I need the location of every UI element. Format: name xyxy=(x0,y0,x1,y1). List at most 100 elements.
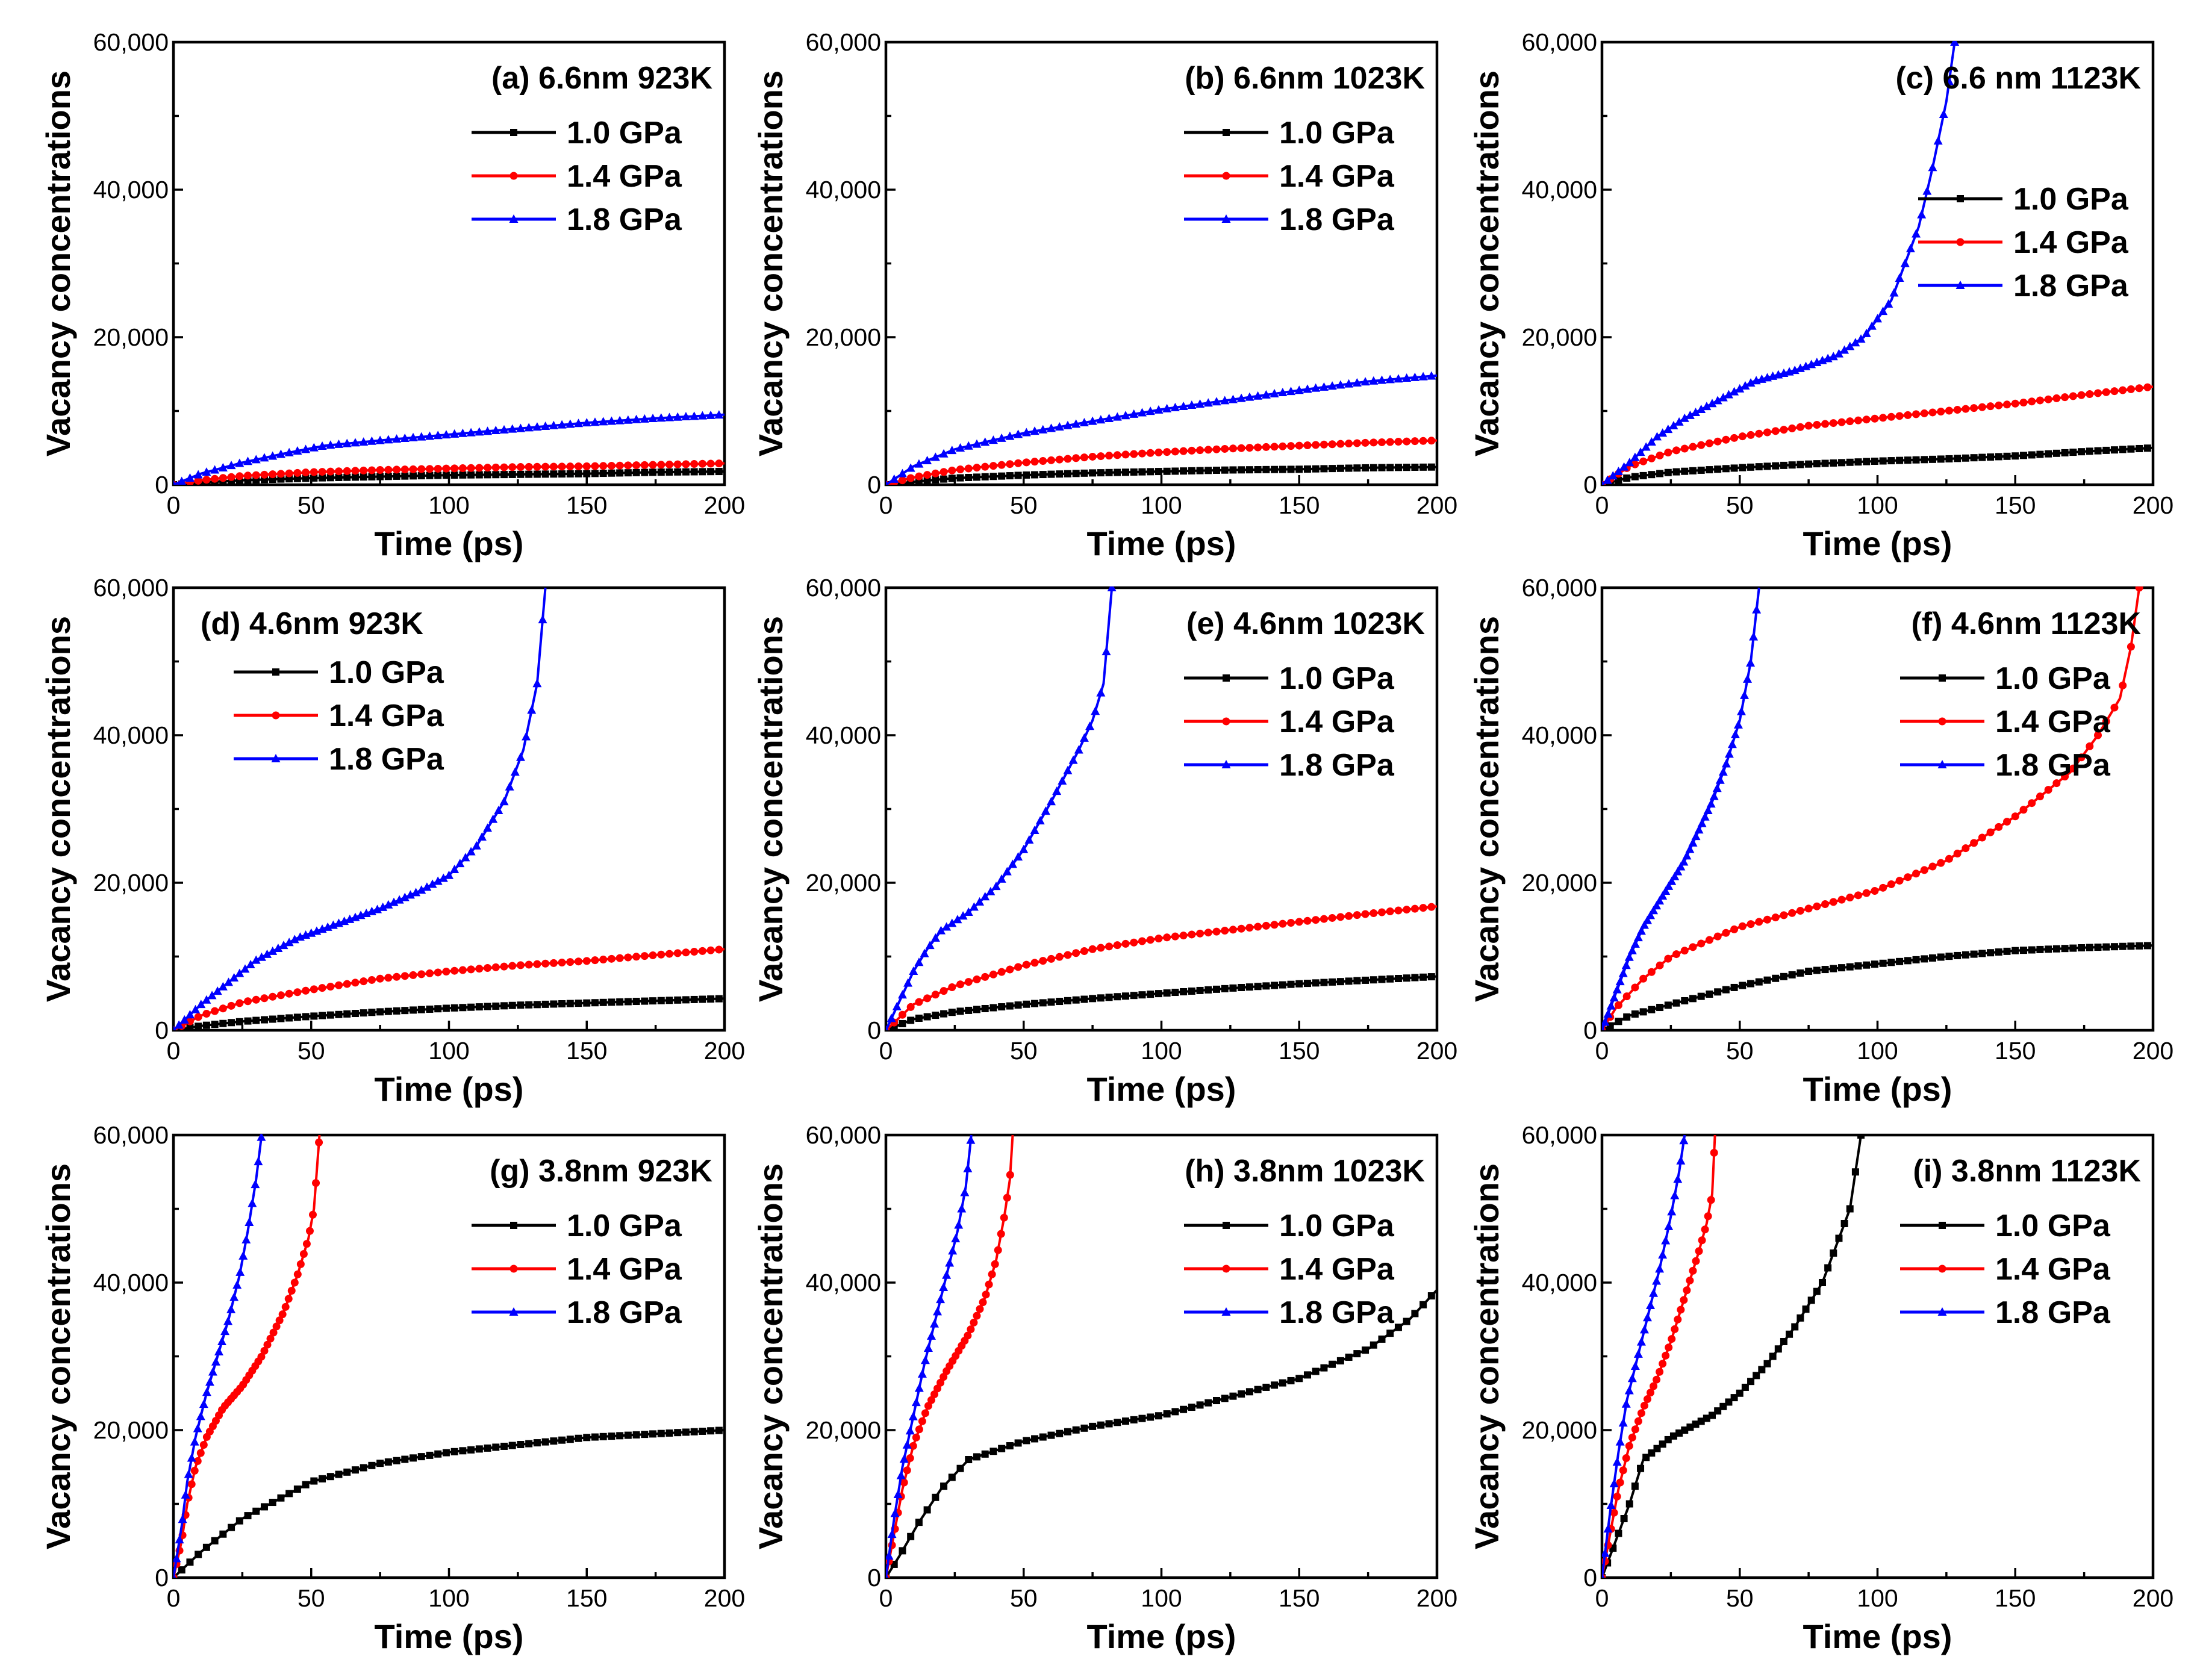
data-point xyxy=(2069,449,2077,456)
data-point xyxy=(1097,469,1105,477)
y-tick-label: 20,000 xyxy=(93,323,169,351)
data-point xyxy=(1722,929,1730,937)
data-point xyxy=(1896,456,1904,464)
data-point xyxy=(1633,1349,1643,1358)
data-point xyxy=(641,468,649,476)
data-point xyxy=(245,1217,254,1226)
x-tick-label: 0 xyxy=(1595,491,1609,519)
data-point xyxy=(376,466,384,474)
data-point xyxy=(2052,945,2060,953)
data-point xyxy=(1080,995,1088,1003)
data-point xyxy=(1145,406,1155,415)
data-point xyxy=(1377,375,1386,384)
data-point xyxy=(1912,229,1921,238)
data-point xyxy=(326,440,335,449)
data-point xyxy=(989,1004,997,1012)
data-point xyxy=(1080,453,1088,462)
data-point xyxy=(1238,466,1245,474)
data-point xyxy=(500,471,508,479)
data-point xyxy=(229,973,239,982)
data-point xyxy=(211,1007,219,1015)
data-point xyxy=(1722,465,1730,473)
data-point xyxy=(1402,373,1412,382)
data-point xyxy=(1692,1420,1700,1428)
data-point xyxy=(1035,816,1045,825)
data-point xyxy=(1788,909,1796,917)
data-point xyxy=(541,959,550,968)
legend-marker xyxy=(1938,717,1946,726)
data-point xyxy=(1743,674,1753,683)
data-point xyxy=(1039,957,1047,965)
data-point xyxy=(2036,450,2044,458)
data-point xyxy=(1105,994,1113,1001)
data-point xyxy=(1709,1411,1716,1419)
data-point xyxy=(208,1367,217,1376)
data-point xyxy=(1295,441,1303,450)
data-point xyxy=(1105,452,1114,460)
data-point xyxy=(1675,1429,1683,1437)
data-point xyxy=(343,1010,351,1018)
data-point xyxy=(624,461,632,470)
data-point xyxy=(1995,823,2003,831)
data-point xyxy=(707,468,715,476)
data-point xyxy=(1937,407,1945,415)
x-tick-label: 100 xyxy=(428,1584,469,1612)
data-point xyxy=(965,473,973,481)
data-point xyxy=(1262,921,1270,930)
x-tick-label: 150 xyxy=(1995,1037,2036,1065)
data-point xyxy=(196,1000,206,1009)
data-point xyxy=(315,1138,323,1146)
data-point xyxy=(1730,925,1739,933)
data-point xyxy=(1410,437,1419,446)
data-point xyxy=(193,1457,202,1465)
data-point xyxy=(956,474,964,482)
y-tick-label: 40,000 xyxy=(93,721,169,749)
data-point xyxy=(260,1346,269,1355)
y-tick-label: 0 xyxy=(867,1564,881,1591)
data-point xyxy=(1648,1006,1656,1013)
data-point xyxy=(1229,1392,1237,1400)
data-point xyxy=(1871,457,1878,465)
data-point xyxy=(590,417,600,426)
data-point xyxy=(1939,110,1948,119)
data-point xyxy=(1146,449,1155,457)
data-point xyxy=(1295,465,1303,473)
data-point xyxy=(1204,467,1212,474)
data-point xyxy=(232,1280,242,1289)
data-point xyxy=(1755,429,1763,438)
data-point xyxy=(492,1002,500,1010)
data-point xyxy=(1228,394,1238,403)
x-tick-label: 200 xyxy=(2133,491,2174,519)
data-point xyxy=(1621,960,1631,969)
data-point xyxy=(1840,345,1849,354)
panel-title: (c) 6.6 nm 1123K xyxy=(1895,61,2141,96)
y-tick-label: 60,000 xyxy=(806,574,881,602)
data-point xyxy=(707,995,715,1003)
legend-marker xyxy=(271,754,281,762)
data-point xyxy=(1920,409,1928,417)
data-point xyxy=(1005,431,1015,440)
data-point xyxy=(240,964,250,973)
data-point xyxy=(1403,437,1411,446)
legend-marker xyxy=(510,1222,517,1229)
legend-marker xyxy=(1937,1307,1947,1316)
data-point xyxy=(2011,452,2019,460)
data-point xyxy=(508,962,517,970)
data-point xyxy=(1697,818,1707,827)
x-tick-label: 50 xyxy=(298,491,325,519)
data-point xyxy=(1838,964,1846,972)
data-point xyxy=(428,879,437,888)
data-point xyxy=(1705,936,1713,944)
x-tick-label: 200 xyxy=(1416,1037,1457,1065)
data-point xyxy=(1618,968,1628,977)
data-point xyxy=(1162,403,1172,412)
data-point xyxy=(583,470,591,478)
data-point xyxy=(284,1295,293,1303)
data-point xyxy=(599,470,607,478)
x-tick-label: 0 xyxy=(879,1037,893,1065)
data-point xyxy=(466,428,476,437)
data-point xyxy=(491,426,500,435)
data-point xyxy=(1138,937,1146,945)
data-point xyxy=(575,462,583,471)
